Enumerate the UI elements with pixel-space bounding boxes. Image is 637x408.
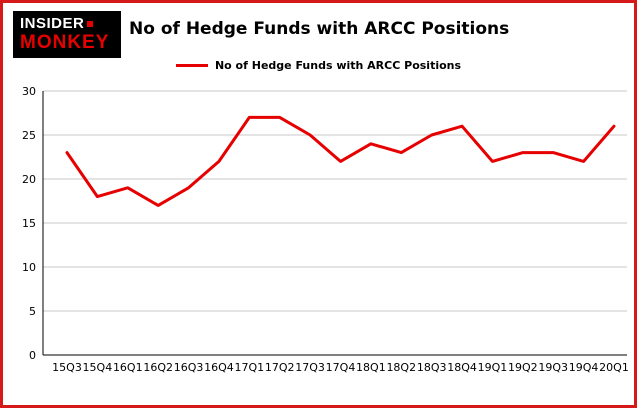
svg-text:19Q1: 19Q1 xyxy=(478,361,508,374)
svg-text:18Q1: 18Q1 xyxy=(356,361,386,374)
legend-line-swatch xyxy=(175,63,208,67)
chart-legend: No of Hedge Funds with ARCC Positions xyxy=(3,58,634,72)
svg-text:19Q3: 19Q3 xyxy=(538,361,568,374)
svg-text:19Q4: 19Q4 xyxy=(569,361,599,374)
logo-text-monkey: MONKEY xyxy=(20,31,110,53)
svg-text:17Q4: 17Q4 xyxy=(326,361,356,374)
svg-text:30: 30 xyxy=(22,85,36,98)
svg-text:15Q3: 15Q3 xyxy=(52,361,82,374)
logo-line-insider: INSIDER xyxy=(20,15,114,33)
svg-text:16Q4: 16Q4 xyxy=(204,361,234,374)
logo-red-dot-icon xyxy=(87,21,94,28)
line-chart: 0 5 10 15 20 25 30 15Q3 15Q4 16Q1 16Q2 16Q3 16Q4 17Q1… xyxy=(22,85,629,374)
svg-text:17Q1: 17Q1 xyxy=(235,361,265,374)
svg-text:16Q3: 16Q3 xyxy=(174,361,204,374)
chart-title: No of Hedge Funds with ARCC Positions xyxy=(129,19,510,39)
svg-text:15Q4: 15Q4 xyxy=(83,361,113,374)
insider-monkey-logo: INSIDER MONKEY xyxy=(13,11,121,58)
svg-text:16Q1: 16Q1 xyxy=(113,361,143,374)
svg-text:16Q2: 16Q2 xyxy=(143,361,173,374)
svg-text:19Q2: 19Q2 xyxy=(508,361,538,374)
svg-text:10: 10 xyxy=(22,261,36,274)
svg-text:18Q2: 18Q2 xyxy=(386,361,416,374)
logo-text-insider: INSIDER xyxy=(20,15,85,32)
svg-text:20Q1: 20Q1 xyxy=(599,361,629,374)
svg-text:17Q2: 17Q2 xyxy=(265,361,295,374)
svg-text:20: 20 xyxy=(22,173,36,186)
legend-label: No of Hedge Funds with ARCC Positions xyxy=(214,58,462,72)
svg-text:18Q3: 18Q3 xyxy=(417,361,447,374)
svg-text:17Q3: 17Q3 xyxy=(295,361,325,374)
svg-text:25: 25 xyxy=(22,129,36,142)
svg-text:15: 15 xyxy=(22,217,36,230)
svg-text:0: 0 xyxy=(29,349,36,362)
svg-text:18Q4: 18Q4 xyxy=(447,361,477,374)
svg-text:5: 5 xyxy=(29,305,36,318)
